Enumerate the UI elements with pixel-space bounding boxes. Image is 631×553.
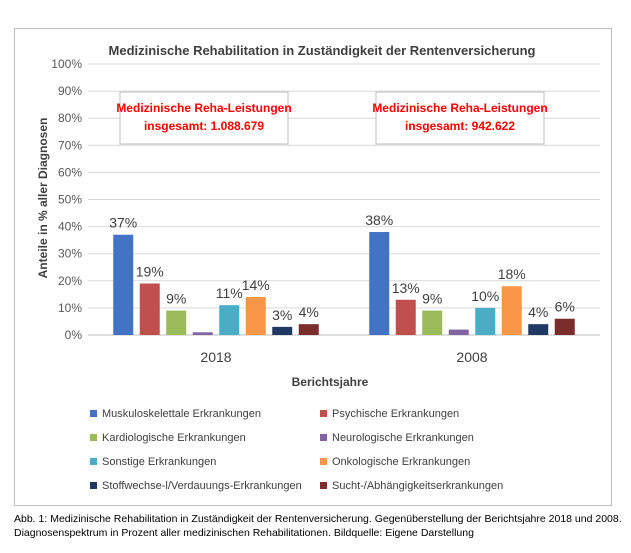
y-tick-label: 40% [58,220,82,234]
x-tick-label: 2018 [200,349,231,365]
bar [475,307,496,335]
bar [219,305,240,335]
bar [395,299,416,335]
legend-item: Neurologische Erkrankungen [320,432,474,444]
data-label: 14% [242,277,270,293]
y-axis-ticks: 0% 10% 20% 30% 40% 50% 60% 70% 80% 90% 100% [51,57,82,342]
y-tick-label: 10% [58,301,82,315]
bar [528,324,549,335]
y-tick-label: 100% [51,57,82,71]
bar [422,310,443,335]
legend-swatch [320,410,327,417]
bar [113,234,134,335]
x-axis-label: Berichtsjahre [292,375,369,389]
legend-label: Sucht-/Abhängigkeitserkrankungen [332,480,503,492]
figure-caption: Abb. 1: Medizinische Rehabilitation in Z… [14,512,624,540]
data-label: 10% [471,288,499,304]
bar [245,297,266,335]
bar [192,332,213,335]
data-label: 9% [422,291,442,307]
annotations: Medizinische Reha-Leistungen insgesamt: 1… [116,91,548,145]
legend-swatch [320,458,327,465]
bar [272,326,293,335]
y-tick-label: 70% [58,138,82,152]
data-label: 11% [216,285,243,301]
data-label: 3% [272,307,292,323]
annotation-line-2: insgesamt: 942.622 [405,119,515,133]
bar [554,318,575,335]
x-tick-label: 2008 [456,349,487,365]
legend-item: Onkologische Erkrankungen [320,456,470,468]
bar [166,310,187,335]
legend-item: Sonstige Erkrankungen [90,456,216,468]
bar [501,286,522,335]
legend-item: Muskuloskelettale Erkrankungen [90,408,261,420]
legend-swatch [90,482,97,489]
legend-label: Psychische Erkrankungen [332,408,459,420]
legend-label: Stoffwechse-l/Verdauungs-Erkrankungen [102,480,302,492]
bar [139,283,160,335]
legend-swatch [320,434,327,441]
data-label: 4% [528,304,548,320]
data-label: 9% [166,291,186,307]
y-tick-label: 60% [58,165,82,179]
y-tick-label: 30% [58,247,82,261]
legend-label: Onkologische Erkrankungen [332,456,470,468]
data-label: 18% [498,266,526,282]
chart-frame [14,28,612,506]
annotation-border [375,91,545,145]
y-tick-label: 0% [65,328,83,342]
caption-line-1: Abb. 1: Medizinische Rehabilitation in Z… [14,513,622,525]
data-label: 19% [136,264,164,280]
legend-label: Neurologische Erkrankungen [332,432,474,444]
bars [113,232,575,335]
annotation-line-2: insgesamt: 1.088.679 [144,119,264,133]
annotation-line-1: Medizinische Reha-Leistungen [116,101,291,115]
annotation-box: Medizinische Reha-Leistungen insgesamt: 1… [116,91,292,145]
bar [298,324,319,335]
legend-swatch [90,410,97,417]
bar-chart: Medizinische Rehabilitation in Zuständig… [36,43,600,492]
legend-swatch [90,458,97,465]
caption-line-2: Diagnosenspektrum in Prozent aller mediz… [14,527,474,539]
annotation-border [119,91,289,145]
y-tick-label: 50% [58,193,82,207]
y-tick-label: 20% [58,274,82,288]
chart-title: Medizinische Rehabilitation in Zuständig… [109,43,536,58]
legend-item: Stoffwechse-l/Verdauungs-Erkrankungen [90,480,302,492]
data-label: 38% [365,212,393,228]
y-tick-label: 90% [58,84,82,98]
data-label: 6% [555,299,575,315]
legend-label: Sonstige Erkrankungen [102,456,216,468]
data-labels: 37%19%9% 11%14%3% 4%38%13%9% 10%18%4% 6% [109,212,575,323]
legend-item: Kardiologische Erkrankungen [90,432,246,444]
data-label: 4% [299,304,319,320]
x-axis-ticks: 2018 2008 [200,349,487,365]
legend: Muskuloskelettale Erkrankungen Psychische… [90,408,503,492]
legend-label: Kardiologische Erkrankungen [102,432,246,444]
bar [369,232,390,335]
legend-swatch [320,482,327,489]
legend-label: Muskuloskelettale Erkrankungen [102,408,261,420]
legend-item: Sucht-/Abhängigkeitserkrankungen [320,480,503,492]
bar [448,329,469,335]
y-axis-label: Anteile in % aller Diagnosen [36,118,50,279]
legend-swatch [90,434,97,441]
annotation-box: Medizinische Reha-Leistungen insgesamt: 9… [372,91,548,145]
y-tick-label: 80% [58,111,82,125]
annotation-line-1: Medizinische Reha-Leistungen [372,101,547,115]
legend-item: Psychische Erkrankungen [320,408,459,420]
data-label: 37% [109,215,137,231]
data-label: 13% [392,280,420,296]
